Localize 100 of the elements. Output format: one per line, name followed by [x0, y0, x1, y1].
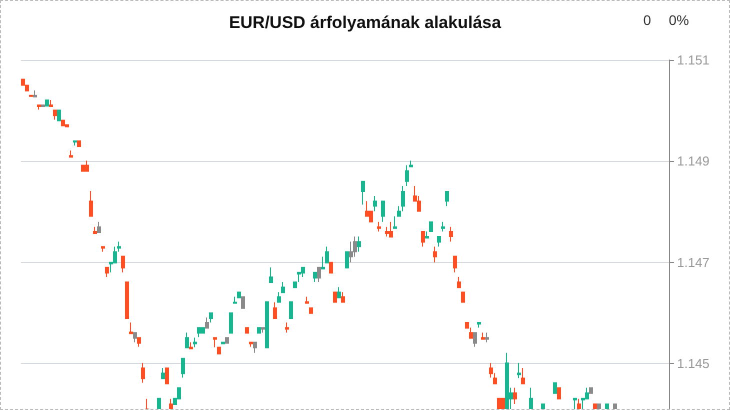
candlestick — [89, 190, 93, 217]
candlestick — [409, 160, 413, 168]
candlestick — [597, 403, 601, 409]
candlestick — [257, 327, 261, 334]
candlestick — [433, 246, 437, 263]
candlestick — [457, 276, 461, 288]
candlestick — [129, 322, 133, 334]
candlestick — [33, 90, 37, 98]
candlestick — [37, 104, 41, 110]
candlestick — [225, 337, 229, 344]
candlestick — [161, 368, 165, 380]
candlestick — [317, 266, 321, 283]
candlestick — [285, 322, 289, 334]
candlestick — [521, 368, 525, 384]
candlestick — [209, 312, 213, 324]
candlestick — [73, 140, 77, 146]
candlestick — [589, 387, 593, 394]
candlestick — [613, 403, 617, 409]
candlestick — [345, 251, 349, 268]
y-tick-label: 1.147 — [677, 254, 710, 270]
candlestick — [377, 221, 381, 232]
candlestick — [421, 230, 425, 248]
candlestick — [241, 296, 245, 309]
candlestick — [517, 362, 521, 379]
candlestick — [473, 332, 477, 348]
candlestick — [205, 316, 209, 329]
candlestick — [269, 266, 273, 284]
candlestick — [381, 200, 385, 222]
candlestick — [189, 342, 193, 350]
candlestick — [253, 342, 257, 354]
candlestick — [441, 221, 445, 232]
candlestick — [121, 256, 125, 273]
candlestick — [425, 230, 429, 239]
candlestick — [289, 301, 293, 319]
candlestick — [485, 332, 489, 343]
candlestick — [313, 272, 317, 283]
candlestick — [145, 398, 149, 409]
candlestick — [477, 322, 481, 328]
candlestick — [61, 120, 65, 126]
candlestick — [101, 246, 105, 252]
candlestick — [181, 358, 185, 378]
text: 0 — [643, 12, 652, 28]
candlestick — [81, 164, 85, 172]
candlestick — [97, 221, 101, 233]
y-tick-label: 1.149 — [677, 154, 710, 169]
y-tick-label: 1.151 — [677, 52, 710, 68]
candlestick — [217, 346, 221, 354]
candlestick — [501, 398, 505, 409]
candlestick — [277, 292, 281, 303]
candlestick — [437, 236, 441, 248]
candlestick — [389, 221, 393, 238]
candlestick — [505, 352, 509, 409]
candlestick — [577, 398, 581, 409]
candlestick — [93, 226, 97, 234]
candlestick — [573, 398, 577, 409]
candlestick — [321, 256, 325, 270]
candlestick — [605, 403, 609, 409]
candlestick — [593, 403, 597, 409]
candlestick — [105, 266, 109, 278]
candlestick — [341, 292, 345, 303]
candlestick — [481, 332, 485, 340]
candlestick — [229, 312, 233, 334]
candlestick — [361, 180, 365, 206]
candlestick — [357, 236, 361, 252]
candlestick — [169, 398, 173, 409]
candlestick — [197, 327, 201, 338]
candlestick — [77, 140, 81, 147]
candlestick — [133, 332, 137, 343]
candlestick — [85, 160, 89, 172]
candlestick — [265, 301, 269, 348]
candlestick — [273, 302, 277, 319]
candlestick — [325, 246, 329, 264]
candlestick — [193, 337, 197, 348]
candlestick — [281, 282, 285, 294]
candlestick — [329, 262, 333, 274]
candlestick — [429, 221, 433, 232]
text: 0% — [668, 12, 689, 28]
candlestick — [261, 327, 265, 334]
candlestick — [213, 337, 217, 348]
candlestick — [57, 110, 61, 122]
candlestick — [233, 296, 237, 304]
candlestick — [393, 216, 397, 229]
candlestick — [541, 403, 545, 409]
candlestick — [529, 387, 533, 409]
candlestick — [557, 387, 561, 400]
candlestick — [385, 226, 389, 238]
y-tick-label: 1.145 — [677, 356, 710, 371]
candlestick — [49, 99, 53, 108]
candlestick — [141, 362, 145, 384]
candlestick — [497, 398, 501, 409]
candlestick — [449, 226, 453, 242]
candlestick — [305, 296, 309, 304]
candlestick — [445, 191, 449, 207]
candlestick — [157, 398, 161, 409]
candlestick — [237, 292, 241, 298]
candlestick — [337, 286, 341, 298]
candlestick — [137, 337, 141, 348]
candlestick — [405, 164, 409, 186]
candlestick — [553, 382, 557, 394]
candlestick — [125, 282, 129, 319]
